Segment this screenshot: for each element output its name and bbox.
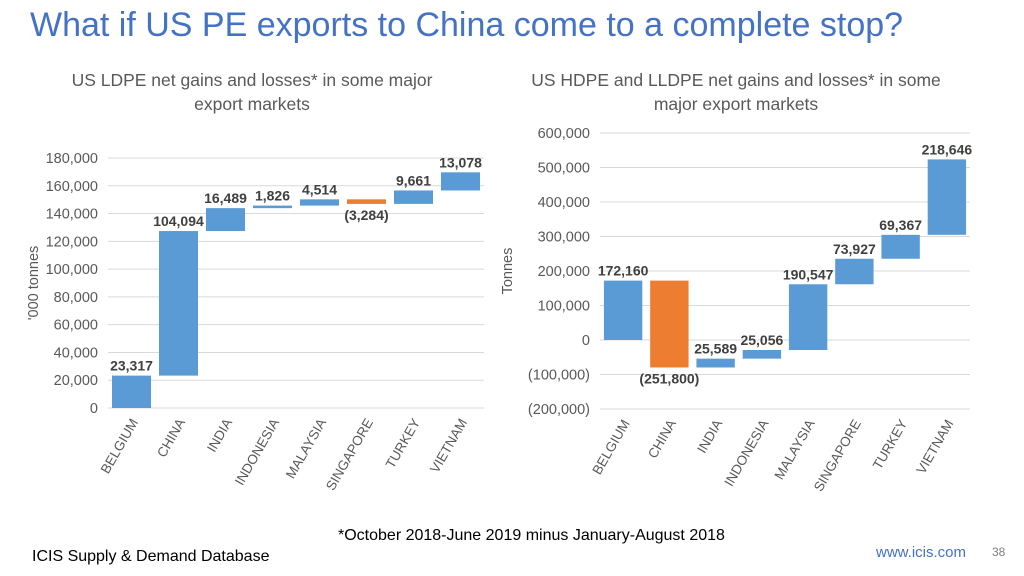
hdpe-category-label: CHINA (645, 417, 679, 461)
hdpe-bar (835, 258, 874, 285)
hdpe-y-tick-label: (100,000) (528, 368, 590, 384)
page-number: 38 (992, 545, 1006, 559)
ldpe-bar (158, 231, 199, 376)
hdpe-data-label: 190,547 (783, 266, 834, 282)
hdpe-bar (650, 280, 689, 368)
ldpe-bar (393, 190, 434, 204)
hdpe-bar (881, 234, 920, 259)
hdpe-data-label: 25,056 (740, 332, 783, 348)
ldpe-y-tick-label: 20,000 (54, 373, 98, 389)
hdpe-category-label: SINGAPORE (811, 417, 864, 494)
ldpe-y-tick-label: 140,000 (46, 207, 98, 223)
ldpe-y-tick-label: 40,000 (54, 345, 98, 361)
chart-title-hdpe-line-1: US HDPE and LLDPE net gains and losses* … (531, 70, 941, 90)
slide-title: What if US PE exports to China come to a… (30, 6, 904, 44)
hdpe-data-label: 69,367 (879, 217, 922, 233)
ldpe-bar (111, 375, 152, 408)
ldpe-data-label: 1,826 (255, 188, 290, 204)
ldpe-data-label: 16,489 (204, 190, 247, 206)
hdpe-data-label: (251,800) (639, 370, 699, 386)
hdpe-category-label: INDONESIA (721, 417, 771, 489)
chart-title-hdpe: US HDPE and LLDPE net gains and losses* … (506, 68, 966, 116)
source-label: ICIS Supply & Demand Database (32, 548, 270, 565)
hdpe-y-tick-label: 500,000 (538, 161, 590, 177)
hdpe-category-label: BELGIUM (589, 417, 632, 477)
hdpe-y-axis-title: Tonnes (500, 248, 516, 295)
hdpe-category-label: INDIA (694, 417, 725, 456)
hdpe-y-tick-label: 300,000 (538, 230, 590, 246)
hdpe-bar (603, 280, 643, 340)
ldpe-data-label: 104,094 (153, 213, 204, 229)
ldpe-y-tick-label: 80,000 (54, 290, 98, 306)
ldpe-bar (440, 172, 481, 191)
chart-title-hdpe-line-2: major export markets (653, 94, 819, 114)
hdpe-data-label: 73,927 (833, 241, 876, 257)
ldpe-data-label: 23,317 (110, 358, 153, 374)
ldpe-bar (299, 199, 340, 206)
ldpe-data-label: (3,284) (344, 207, 388, 223)
website-link[interactable]: www.icis.com (876, 544, 967, 561)
hdpe-bar (788, 284, 828, 351)
hdpe-category-label: TURKEY (870, 417, 910, 472)
hdpe-y-tick-label: 100,000 (538, 299, 590, 315)
ldpe-bar (252, 205, 293, 209)
hdpe-y-tick-label: 600,000 (538, 126, 590, 142)
ldpe-y-tick-label: 0 (90, 401, 98, 417)
hdpe-category-label: VIETNAM (913, 417, 956, 476)
footnote: *October 2018-June 2019 minus January-Au… (338, 527, 725, 544)
ldpe-y-tick-label: 100,000 (46, 262, 98, 278)
chart-title-ldpe: US LDPE net gains and losses* in some ma… (28, 68, 476, 116)
hdpe-bar (927, 159, 967, 235)
hdpe-bar (696, 358, 735, 368)
chart-title-ldpe-line-1: US LDPE net gains and losses* in some ma… (71, 70, 433, 90)
ldpe-y-tick-label: 180,000 (46, 151, 98, 167)
hdpe-category-label: MALAYSIA (771, 417, 817, 482)
chart-title-ldpe-line-2: export markets (194, 94, 310, 114)
hdpe-data-label: 218,646 (922, 141, 973, 157)
hdpe-y-tick-label: 400,000 (538, 195, 590, 211)
ldpe-data-label: 9,661 (396, 172, 431, 188)
ldpe-bar (205, 208, 246, 232)
hdpe-y-tick-label: 200,000 (538, 264, 590, 280)
ldpe-y-axis-title: '000 tonnes (26, 246, 42, 321)
hdpe-data-label: 25,589 (694, 341, 737, 357)
ldpe-y-tick-label: 120,000 (46, 234, 98, 250)
ldpe-y-tick-label: 60,000 (54, 318, 98, 334)
ldpe-bar (346, 199, 387, 204)
hdpe-y-tick-label: 0 (582, 333, 590, 349)
hdpe-y-tick-label: (200,000) (528, 402, 590, 418)
hdpe-bar (742, 350, 782, 359)
hdpe-data-label: 172,160 (598, 263, 649, 279)
ldpe-data-label: 13,078 (439, 154, 482, 170)
ldpe-data-label: 4,514 (302, 181, 337, 197)
ldpe-y-tick-label: 160,000 (46, 179, 98, 195)
